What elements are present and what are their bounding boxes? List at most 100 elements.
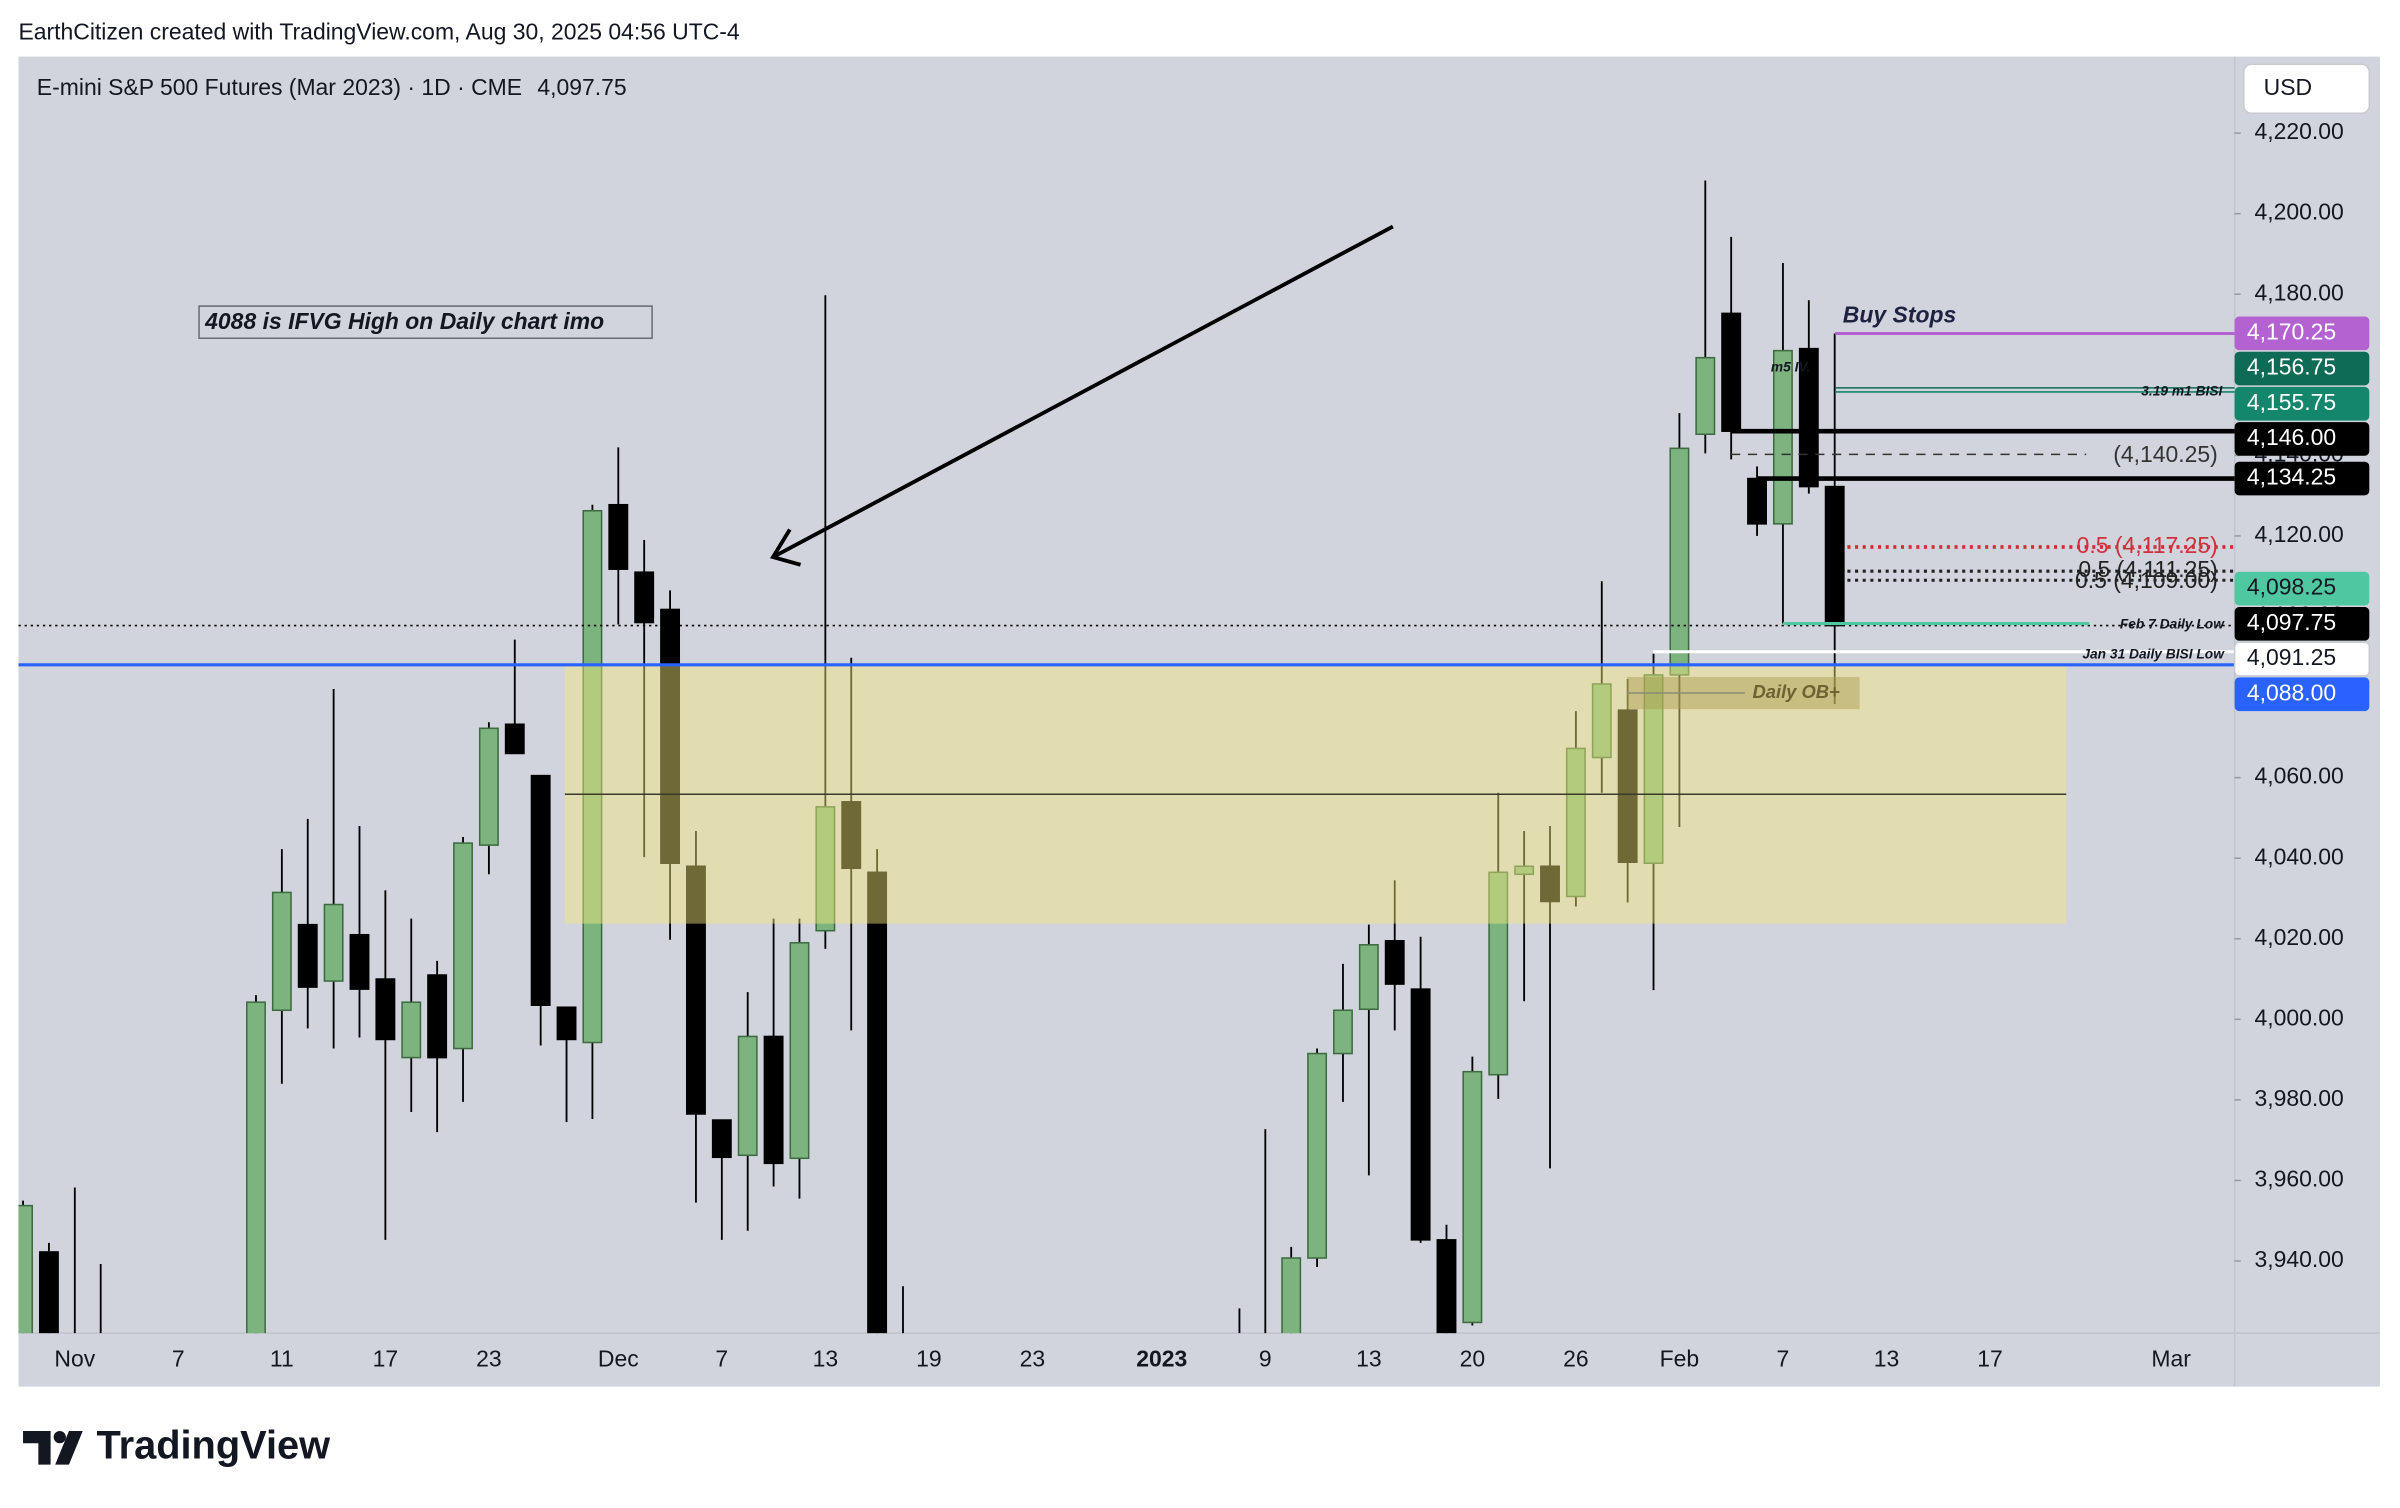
arrow-head — [770, 528, 802, 567]
candle-body — [1695, 356, 1716, 435]
candle-body — [18, 1204, 33, 1334]
candle-body — [1358, 944, 1379, 1011]
logo-icon — [55, 1431, 83, 1465]
x-tick-label: Nov — [54, 1346, 95, 1372]
candle-body — [1798, 347, 1819, 488]
candle-body — [867, 871, 888, 1334]
x-tick-label: 13 — [1356, 1346, 1382, 1372]
price-tag — [2234, 316, 2370, 351]
price-tag — [2234, 606, 2370, 641]
candle-body — [1436, 1239, 1457, 1334]
level-text: Buy Stops — [1843, 302, 1956, 328]
price-tag-label: 4,134.25 — [2247, 464, 2336, 490]
price-tag — [2234, 351, 2370, 386]
candle-body — [737, 1035, 758, 1157]
y-tick-label: 3,980.00 — [2255, 1085, 2344, 1111]
y-tick-label: 4,220.00 — [2255, 118, 2344, 144]
candle-body — [401, 1001, 422, 1059]
x-tick-label: 13 — [1874, 1346, 1900, 1372]
y-tick-label: 4,120.00 — [2255, 521, 2344, 547]
x-tick-label: 17 — [1977, 1346, 2003, 1372]
candle-body — [556, 1006, 577, 1041]
x-tick-label: 23 — [1020, 1346, 1046, 1372]
logo: TradingView — [23, 1423, 331, 1467]
y-tick-label: 4,180.00 — [2255, 279, 2344, 305]
currency[interactable]: USD — [2264, 74, 2312, 100]
symbol-title: E-mini S&P 500 Futures (Mar 2023) · 1D ·… — [37, 74, 522, 100]
candle-body — [1669, 447, 1690, 676]
candle-body — [789, 942, 810, 1160]
x-tick-label: 7 — [715, 1346, 728, 1372]
price-tag — [2233, 641, 2371, 677]
candle-body — [763, 1035, 784, 1165]
candle-body — [1591, 683, 1612, 759]
note: 4088 is IFVG High on Daily chart imo — [204, 308, 604, 334]
logo-icon — [23, 1431, 51, 1465]
y-tick-label: 4,200.00 — [2255, 199, 2344, 225]
logo-text: TradingView — [97, 1423, 332, 1467]
y-tick-label: 3,940.00 — [2255, 1246, 2344, 1272]
x-tick-label: 20 — [1460, 1346, 1486, 1372]
fib-label: 0.5 (4,111.25) — [2078, 556, 2217, 582]
logo-icon — [53, 1431, 66, 1444]
price-tag — [2234, 677, 2370, 712]
candle-body — [38, 1251, 59, 1334]
candle-body — [1281, 1257, 1302, 1334]
candle-body — [297, 923, 318, 988]
candle-body — [1333, 1009, 1353, 1055]
candle-body — [1384, 940, 1405, 985]
fib-label: 0.5 (4,109.00) — [2075, 567, 2218, 593]
candle-body — [685, 865, 706, 1115]
candle-body — [1772, 349, 1793, 525]
candle-body — [608, 503, 629, 570]
level-text: 3.19 m1 BISI — [2141, 384, 2223, 399]
x-tick-label: 2023 — [1136, 1346, 1187, 1372]
fib-label: 0.5 (4,117.25) — [2077, 532, 2218, 558]
candle-body — [1721, 312, 1742, 432]
candle-body — [1565, 747, 1586, 898]
y-tick-label: 4,020.00 — [2255, 924, 2344, 950]
candle-body — [323, 903, 344, 982]
candle-body — [1824, 485, 1845, 627]
candle-body — [427, 974, 448, 1059]
x-tick-label: 26 — [1563, 1346, 1589, 1372]
price-tag — [2234, 422, 2370, 456]
currency-button[interactable] — [2243, 63, 2371, 115]
candle-body — [1410, 988, 1431, 1241]
candle-body — [711, 1119, 732, 1159]
price-tag-label: 4,156.75 — [2247, 354, 2336, 380]
candle-body — [1617, 709, 1638, 863]
price-tag-label: 4,170.25 — [2247, 318, 2336, 344]
note-box — [198, 305, 653, 340]
x-tick-label: Dec — [598, 1346, 639, 1372]
candle-body — [375, 978, 396, 1041]
y-tick-label: 3,960.00 — [2255, 1166, 2344, 1192]
candle-body — [453, 842, 473, 1050]
candle-body — [634, 571, 655, 624]
level-text: m5 IV. — [1771, 360, 1810, 375]
price-tag-label: 4,098.25 — [2247, 574, 2336, 600]
y-tick-label: 4,060.00 — [2255, 763, 2344, 789]
candle-body — [1462, 1070, 1483, 1324]
x-tick-label: 7 — [1777, 1346, 1790, 1372]
candle-body — [504, 723, 525, 755]
price-tag-label: 4,146.00 — [2247, 424, 2336, 450]
y-tick-label: 4,040.00 — [2255, 843, 2344, 869]
attribution: EarthCitizen created with TradingView.co… — [18, 19, 739, 45]
candle-body — [349, 933, 370, 990]
x-tick-label: 7 — [172, 1346, 185, 1372]
candle-body — [660, 608, 681, 864]
x-tick-label: 19 — [916, 1346, 942, 1372]
candle-body — [1488, 871, 1509, 1076]
x-tick-label: Mar — [2151, 1346, 2191, 1372]
fib-label: (4,140.25) — [2113, 441, 2218, 467]
x-tick-label: 9 — [1259, 1346, 1272, 1372]
candle-body — [1540, 865, 1560, 903]
arrow — [770, 224, 1394, 567]
plot-area: Daily OB+ — [18, 180, 2235, 1334]
level-text: Feb 7 Daily Low — [2120, 617, 2225, 632]
x-tick-label: 11 — [270, 1346, 294, 1372]
x-tick-label: 17 — [373, 1346, 399, 1372]
candle-body — [841, 801, 862, 870]
